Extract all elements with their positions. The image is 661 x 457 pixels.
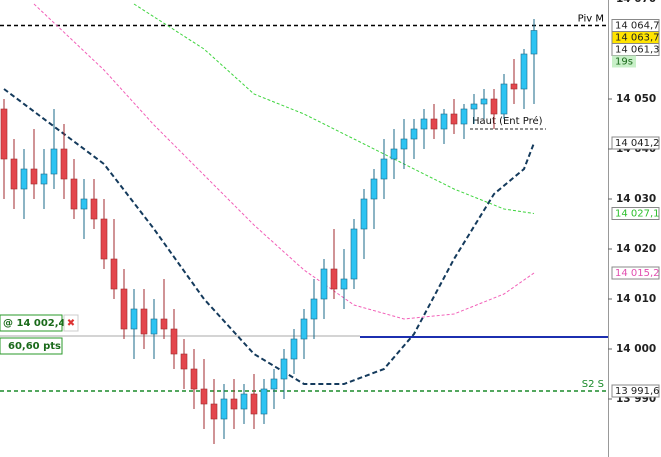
candle-body [80, 198, 88, 210]
candle-body [10, 158, 18, 190]
candle-body [340, 278, 348, 290]
y-tick-label: 14 030 [616, 193, 656, 205]
candle-body [220, 398, 228, 420]
candle-body [100, 218, 108, 260]
candle-body [30, 168, 38, 185]
y-tick-label: 14 070 [616, 0, 656, 5]
candle-body [160, 318, 168, 330]
price-badge-label: 14 027,1 [615, 209, 660, 220]
candle-body [350, 228, 358, 280]
price-badge [611, 207, 660, 220]
price-badge [611, 136, 660, 150]
candle-body [90, 198, 98, 220]
candle-body [0, 108, 8, 160]
candle-body [470, 103, 478, 110]
candle-body [330, 268, 338, 290]
candle-body [60, 148, 68, 180]
candle-body [170, 328, 178, 355]
moving-average [133, 3, 535, 214]
candle-body [40, 173, 48, 185]
candle-body [280, 358, 288, 380]
candle-body [520, 53, 528, 90]
price-badge-label: 14 041,2 [615, 138, 660, 149]
candle-body [360, 198, 368, 230]
y-tick-label: 14 010 [616, 293, 656, 305]
candle-body [480, 98, 488, 105]
order-label: @ 14 002,4 [3, 318, 66, 329]
candle-body [260, 388, 268, 415]
candle-body [200, 388, 208, 405]
candle-body [410, 128, 418, 140]
order-close-icon: ✖ [67, 318, 75, 329]
price-badge-label: 13 991,6 [615, 386, 660, 397]
price-badge-label: 14 064,7 [615, 21, 660, 32]
candle-body [320, 268, 328, 300]
y-tick-label: 14 000 [616, 343, 656, 355]
candle-body [380, 158, 388, 180]
candle-body [430, 118, 438, 130]
candle-body [150, 318, 158, 335]
timer-label: 19s [615, 57, 633, 68]
candle-body [250, 393, 258, 415]
candle-body [190, 368, 198, 390]
candle-body [510, 83, 518, 90]
order-close[interactable] [63, 314, 79, 332]
candle-body [400, 138, 408, 150]
candle-body [500, 83, 508, 115]
candle-body [120, 288, 128, 330]
candle-body [50, 148, 58, 175]
distance-box [0, 337, 63, 355]
moving-average [33, 3, 535, 320]
candle-body [440, 113, 448, 130]
candle-body [420, 118, 428, 130]
candle-body [390, 148, 398, 160]
candle-body [180, 353, 188, 370]
distance-label: 60,60 pts [8, 341, 61, 352]
timer-badge [612, 55, 636, 68]
prev-high-label: Haut (Ent Pré) [472, 115, 543, 127]
candle-body [270, 378, 278, 390]
candle-body [300, 318, 308, 340]
moving-average [3, 88, 535, 385]
y-tick-label: 14 020 [616, 243, 656, 255]
candle-body [20, 168, 28, 190]
candle-body [70, 178, 78, 210]
candle-body [110, 258, 118, 290]
price-badge-label: 14 061,3 [615, 45, 660, 56]
level-label: S2 S [582, 379, 604, 390]
candle-body [290, 338, 298, 360]
candle-body [450, 113, 458, 125]
level-label: Piv M [578, 14, 604, 25]
candle-body [490, 98, 498, 115]
candle-body [240, 393, 248, 410]
candle-body [310, 298, 318, 320]
candle-body [530, 30, 538, 55]
y-tick-label: 14 050 [616, 93, 656, 105]
price-badge-label: 14 015,2 [615, 268, 660, 279]
candle-body [140, 308, 148, 335]
order-box [0, 314, 63, 332]
candle-body [230, 398, 238, 410]
candle-body [460, 108, 468, 125]
price-badge-label: 14 063,7 [615, 33, 660, 44]
candle-body [130, 308, 138, 330]
candle-body [370, 178, 378, 200]
price-badge [611, 384, 660, 398]
candle-body [210, 403, 218, 420]
price-badge [611, 266, 660, 280]
